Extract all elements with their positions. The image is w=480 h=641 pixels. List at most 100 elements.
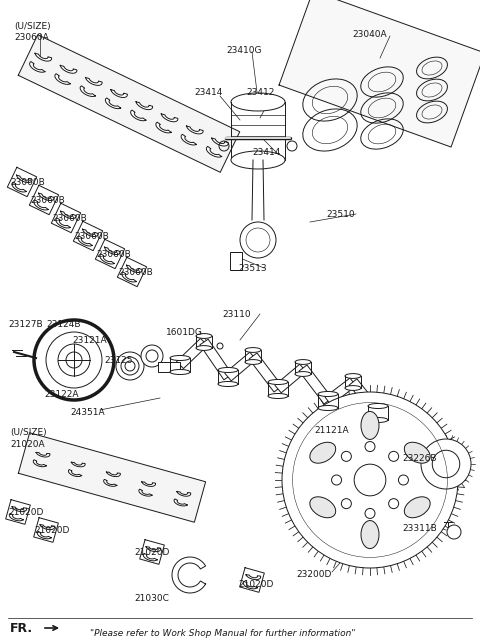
Ellipse shape [231,93,285,111]
Text: 23060B: 23060B [30,196,65,205]
Text: "Please refer to Work Shop Manual for further information": "Please refer to Work Shop Manual for fu… [90,629,356,638]
Ellipse shape [345,374,361,378]
Text: (U/SIZE): (U/SIZE) [14,22,50,31]
Text: 23410G: 23410G [226,46,262,55]
Polygon shape [140,540,164,564]
Polygon shape [177,492,191,496]
Polygon shape [136,102,153,110]
Polygon shape [117,257,147,287]
FancyBboxPatch shape [158,362,180,372]
Ellipse shape [368,417,388,422]
FancyBboxPatch shape [230,252,242,270]
Polygon shape [34,518,58,542]
Ellipse shape [196,345,212,351]
Text: 23200D: 23200D [296,570,331,579]
Polygon shape [85,78,102,85]
Polygon shape [80,86,96,97]
Polygon shape [51,203,81,233]
Circle shape [389,451,399,462]
Polygon shape [30,62,45,72]
Text: 23110: 23110 [222,310,251,319]
Polygon shape [6,500,30,524]
Polygon shape [212,138,228,146]
Polygon shape [12,182,26,192]
Text: 23510: 23510 [326,210,355,219]
Text: 23414: 23414 [194,88,222,97]
Text: 23412: 23412 [246,88,275,97]
Text: 21020D: 21020D [34,526,70,535]
Ellipse shape [218,367,238,372]
Ellipse shape [361,412,379,440]
Polygon shape [177,338,207,369]
Text: (U/SIZE): (U/SIZE) [10,428,47,437]
Circle shape [365,508,375,519]
Polygon shape [325,378,356,405]
Polygon shape [69,470,82,476]
Polygon shape [34,200,48,210]
Polygon shape [29,185,59,215]
Polygon shape [12,507,27,512]
Polygon shape [181,135,196,145]
Polygon shape [106,98,120,108]
Text: 23060B: 23060B [74,232,109,241]
Polygon shape [33,460,47,467]
Circle shape [365,442,375,451]
FancyArrowPatch shape [45,626,57,630]
Text: 23127B: 23127B [8,320,43,329]
Polygon shape [349,379,382,416]
Polygon shape [144,553,157,561]
Polygon shape [111,90,127,97]
Polygon shape [78,236,92,246]
Ellipse shape [121,357,139,375]
Circle shape [341,499,351,509]
Text: 21020D: 21020D [134,548,169,557]
Polygon shape [56,218,70,228]
Ellipse shape [245,347,261,353]
Circle shape [34,320,114,400]
Polygon shape [275,364,306,393]
Polygon shape [139,489,152,496]
Ellipse shape [404,442,430,463]
Ellipse shape [268,394,288,399]
Polygon shape [38,193,54,201]
Polygon shape [100,254,114,264]
Polygon shape [104,479,117,487]
Polygon shape [18,35,240,172]
Polygon shape [7,167,36,197]
Polygon shape [60,65,77,73]
Polygon shape [35,53,52,61]
Polygon shape [200,339,232,380]
Polygon shape [37,531,51,539]
Polygon shape [249,353,282,392]
Text: 23060B: 23060B [118,268,153,277]
Ellipse shape [318,392,338,397]
Polygon shape [187,126,203,134]
Ellipse shape [196,333,212,338]
Ellipse shape [345,386,361,390]
Polygon shape [105,247,120,254]
Text: 23226B: 23226B [402,454,436,463]
Polygon shape [142,482,156,487]
Polygon shape [9,513,24,520]
Text: 21020A: 21020A [10,440,45,449]
Ellipse shape [170,356,190,360]
Text: 23121A: 23121A [72,336,107,345]
Polygon shape [36,453,50,457]
Circle shape [341,451,351,462]
Polygon shape [172,557,205,593]
Ellipse shape [295,360,311,364]
Ellipse shape [231,151,285,169]
Text: 1601DG: 1601DG [166,328,203,337]
Circle shape [398,475,408,485]
Ellipse shape [404,497,430,518]
Polygon shape [161,114,178,122]
Circle shape [282,392,458,568]
Polygon shape [96,239,125,269]
Text: 23125: 23125 [104,356,132,365]
Text: 23060B: 23060B [10,178,45,187]
Polygon shape [240,568,264,592]
Polygon shape [107,472,120,477]
Polygon shape [156,122,171,133]
Polygon shape [206,146,222,157]
Circle shape [354,464,386,496]
